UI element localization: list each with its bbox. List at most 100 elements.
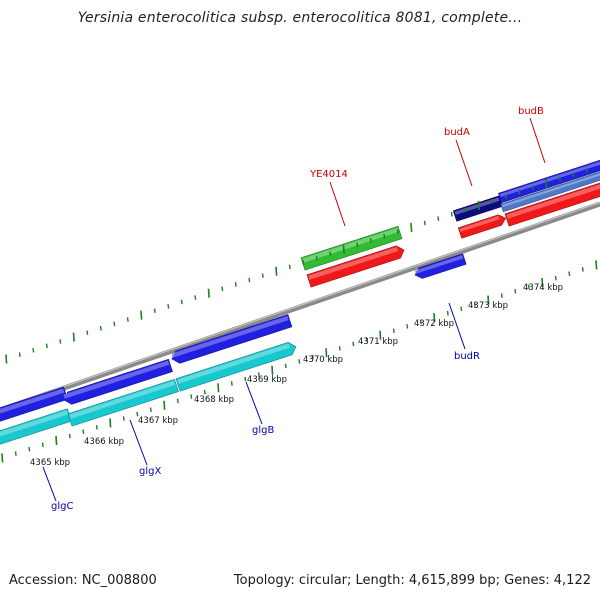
tick-mark-lower bbox=[392, 328, 395, 334]
tick-mark-upper bbox=[504, 194, 507, 199]
tick-mark-lower bbox=[433, 313, 436, 323]
tick-label: 4373 kbp bbox=[468, 301, 508, 311]
gene-label-budR[interactable]: budR bbox=[454, 351, 480, 362]
tick-mark-lower bbox=[190, 394, 193, 399]
leader-line-YE4014 bbox=[329, 181, 346, 227]
gene-label-group: 4365 kbp 4366 kbp 4367 kbp 4368 kbp 4369 kbp… bbox=[30, 106, 563, 512]
cds-block-cyan-2[interactable] bbox=[67, 378, 179, 427]
genome-backbone-group bbox=[0, 201, 600, 413]
tick-group bbox=[1, 168, 598, 463]
tick-mark-lower bbox=[568, 271, 571, 277]
tick-mark-lower bbox=[514, 288, 517, 294]
tick-mark-lower bbox=[136, 411, 139, 417]
leader-line-budB bbox=[529, 117, 546, 164]
tick-mark-upper bbox=[99, 325, 102, 331]
tick-mark-upper bbox=[464, 207, 467, 213]
leader-line-glgB bbox=[245, 381, 263, 425]
cds-block-budR[interactable] bbox=[414, 253, 467, 279]
tick-mark-upper bbox=[531, 185, 534, 191]
tick-mark-lower bbox=[14, 451, 17, 456]
tick-mark-upper bbox=[248, 277, 251, 283]
tick-mark-lower bbox=[352, 341, 355, 347]
feature-track-group bbox=[0, 159, 600, 445]
tick-mark-lower bbox=[487, 295, 490, 305]
gene-label-glgX[interactable]: glgX bbox=[139, 466, 161, 477]
cds-block-budB[interactable] bbox=[498, 159, 600, 204]
tick-mark-lower bbox=[55, 435, 58, 446]
tick-mark-lower bbox=[527, 284, 530, 290]
tick-mark-lower bbox=[41, 442, 44, 448]
tick-mark-upper bbox=[450, 211, 453, 217]
genome-summary-text: Topology: circular; Length: 4,615,899 bp… bbox=[233, 573, 591, 588]
tick-mark-lower bbox=[365, 337, 368, 342]
tick-label: 4365 kbp bbox=[30, 458, 70, 468]
gene-block-YE4014[interactable] bbox=[300, 225, 403, 271]
tick-mark-upper bbox=[423, 220, 426, 226]
rna-block-budB[interactable] bbox=[504, 181, 600, 227]
tick-mark-upper bbox=[32, 347, 35, 353]
tick-label: 4374 kbp bbox=[523, 283, 563, 293]
cds-block-budB-2[interactable] bbox=[500, 170, 600, 213]
tick-mark-upper bbox=[491, 198, 494, 204]
tick-mark-lower bbox=[473, 302, 476, 307]
tick-mark-upper bbox=[342, 244, 345, 254]
tick-mark-lower bbox=[298, 359, 301, 364]
tick-mark-upper bbox=[59, 339, 62, 344]
cds-block-glgB[interactable] bbox=[171, 314, 293, 364]
leader-line-budR bbox=[448, 302, 466, 350]
tick-mark-upper bbox=[45, 343, 48, 349]
gene-label-budB[interactable]: budB bbox=[518, 106, 544, 117]
tick-mark-upper bbox=[72, 332, 75, 342]
tick-mark-upper bbox=[275, 266, 278, 276]
genome-backbone-line bbox=[0, 201, 600, 413]
tick-label: 4369 kbp bbox=[247, 375, 287, 385]
tick-mark-upper bbox=[261, 273, 264, 278]
tick-mark-lower bbox=[109, 418, 112, 428]
tick-label: 4368 kbp bbox=[194, 395, 234, 405]
tick-mark-lower bbox=[554, 275, 557, 281]
tick-label: 4367 kbp bbox=[138, 416, 178, 426]
tick-mark-lower bbox=[176, 398, 179, 404]
tick-mark-upper bbox=[572, 172, 575, 178]
tick-mark-upper bbox=[140, 310, 143, 320]
tick-mark-upper bbox=[545, 178, 548, 189]
tick-mark-lower bbox=[203, 389, 206, 395]
tick-mark-lower bbox=[541, 277, 544, 288]
tick-mark-upper bbox=[396, 229, 399, 235]
tick-mark-lower bbox=[257, 372, 260, 377]
tick-mark-lower bbox=[581, 267, 584, 272]
tick-mark-upper bbox=[315, 255, 318, 261]
rna-block-budA[interactable] bbox=[457, 214, 507, 239]
tick-mark-lower bbox=[406, 324, 409, 329]
tick-label: 4371 kbp bbox=[358, 337, 398, 347]
tick-mark-upper bbox=[18, 352, 21, 357]
tick-mark-upper bbox=[207, 288, 210, 298]
tick-mark-upper bbox=[180, 299, 183, 305]
cds-block-glgX[interactable] bbox=[63, 358, 173, 405]
tick-mark-upper bbox=[153, 308, 156, 314]
tick-mark-lower bbox=[284, 363, 287, 369]
tick-mark-upper bbox=[356, 242, 359, 248]
tick-mark-upper bbox=[167, 304, 170, 309]
gene-label-YE4014[interactable]: YE4014 bbox=[309, 169, 348, 180]
tick-mark-lower bbox=[68, 433, 71, 439]
tick-mark-lower bbox=[595, 260, 598, 270]
gene-label-glgC[interactable]: glgC bbox=[51, 501, 73, 512]
cds-block-cyan-3[interactable] bbox=[175, 342, 297, 392]
tick-mark-lower bbox=[163, 400, 166, 410]
tick-mark-upper bbox=[5, 354, 8, 364]
tick-mark-upper bbox=[585, 168, 588, 173]
gene-label-budA[interactable]: budA bbox=[444, 127, 470, 138]
tick-mark-upper bbox=[437, 216, 440, 221]
tick-mark-upper bbox=[302, 260, 305, 265]
tick-mark-lower bbox=[28, 446, 31, 452]
rna-block-YE4014[interactable] bbox=[306, 245, 405, 288]
tick-mark-lower bbox=[379, 330, 382, 340]
tick-mark-lower bbox=[311, 354, 314, 360]
tick-mark-upper bbox=[113, 321, 116, 327]
tick-mark-upper bbox=[221, 286, 224, 292]
tick-mark-upper bbox=[194, 295, 197, 300]
tick-label: 4370 kbp bbox=[303, 355, 343, 365]
gene-label-glgB[interactable]: glgB bbox=[252, 425, 274, 436]
